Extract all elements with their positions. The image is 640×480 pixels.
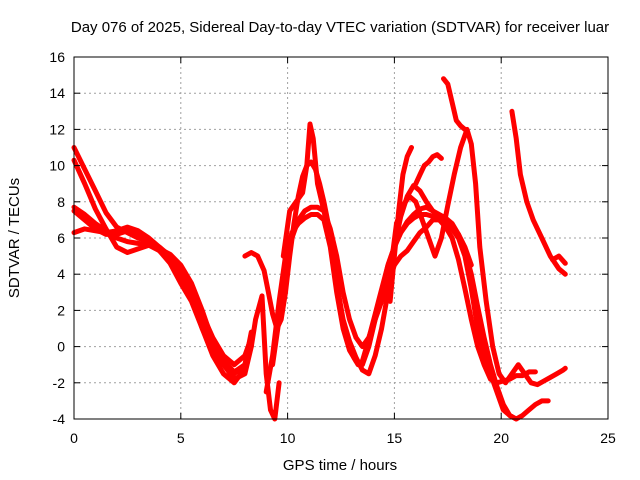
x-tick-label: 20	[493, 430, 509, 446]
y-tick-label: 8	[57, 194, 65, 210]
y-tick-label: -4	[53, 411, 66, 427]
y-tick-label: 10	[49, 158, 65, 174]
y-tick-label: -2	[53, 375, 66, 391]
x-tick-label: 0	[70, 430, 78, 446]
axis-ticks: 0 5 10 15 20 25 -4 -2 0 2 4 6 8 10 12 14 16	[49, 49, 616, 446]
y-tick-label: 12	[49, 121, 65, 137]
y-axis-label: SDTVAR / TECUs	[6, 178, 23, 298]
x-tick-label: 10	[280, 430, 296, 446]
series-group	[71, 76, 568, 422]
series-line-track-1	[71, 145, 254, 382]
series-line-track-16	[550, 253, 568, 266]
y-tick-label: 4	[57, 266, 65, 282]
x-tick-label: 5	[177, 430, 185, 446]
y-tick-label: 0	[57, 339, 65, 355]
y-tick-label: 16	[49, 49, 65, 65]
y-tick-label: 6	[57, 230, 65, 246]
series-line-track-4	[71, 224, 254, 368]
x-tick-label: 25	[600, 430, 616, 446]
grid	[74, 57, 608, 419]
y-tick-label: 2	[57, 302, 65, 318]
series-line-track-12	[387, 145, 414, 304]
chart-title: Day 076 of 2025, Sidereal Day-to-day VTE…	[71, 19, 609, 36]
series-line-track-2	[71, 157, 254, 386]
y-tick-label: 14	[49, 85, 65, 101]
x-tick-label: 15	[387, 430, 403, 446]
series-line-track-11	[389, 126, 568, 388]
series-line-track-14	[441, 76, 468, 132]
series-line-track-5	[71, 208, 254, 377]
x-axis-label: GPS time / hours	[283, 457, 397, 474]
series-line-track-15	[509, 108, 568, 277]
series-line-track-13	[413, 152, 444, 187]
